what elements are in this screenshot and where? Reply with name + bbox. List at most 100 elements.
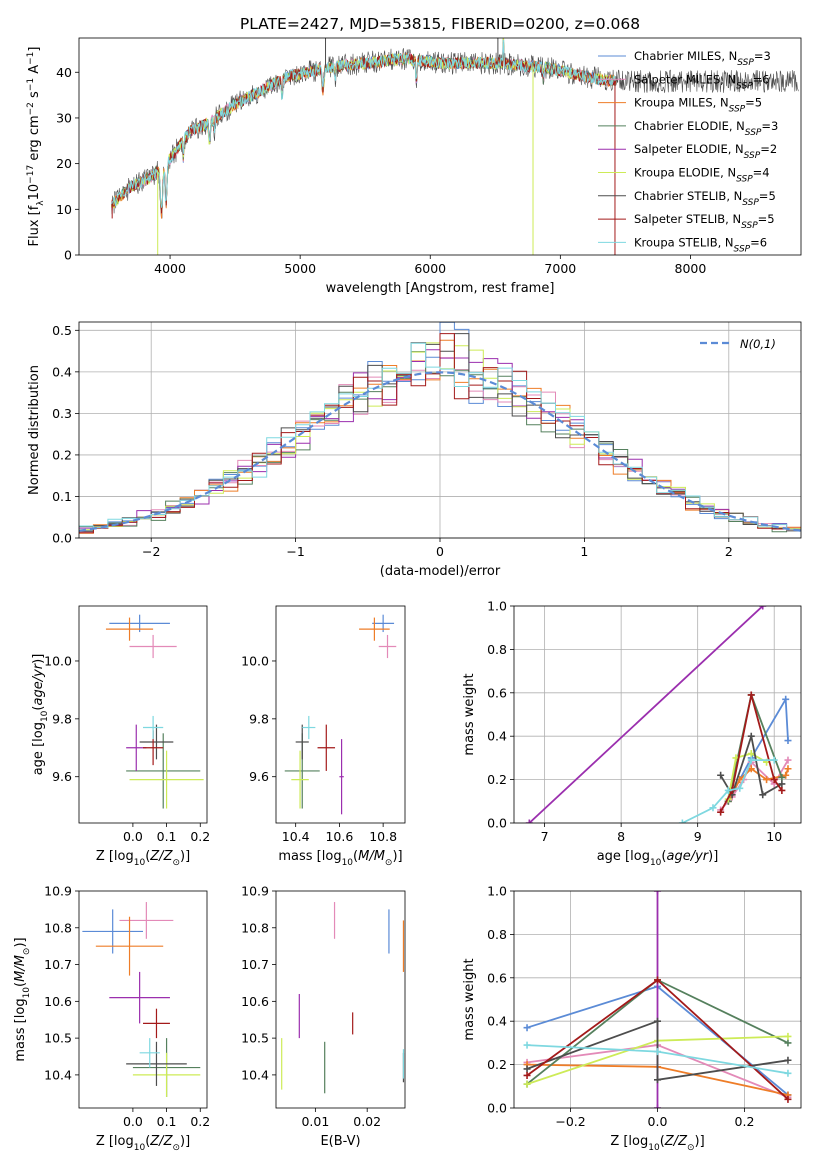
x-axis-label: Z [log10(Z/Z⊙)] [96, 1134, 190, 1153]
mass-weight-marker [747, 750, 755, 758]
legend-model-nssp: 5 [767, 212, 774, 226]
panel-mass-vs-metallicity: 0.0 0.1 0.2 10.4 10.5 10.6 10.7 10.8 10.9 Z [log1… [13, 884, 210, 1154]
y-tick-label: 0.4 [52, 364, 72, 379]
spectrum-legend: Chabrier MILES, NSSP=3 Salpeter MILES, NS… [598, 49, 778, 254]
x-tick-label: 5000 [284, 261, 316, 276]
normal-reference-curve [79, 371, 801, 532]
axes-frame [513, 605, 802, 824]
x-tick-label: 10.4 [282, 829, 310, 844]
mass-weight-marker [747, 732, 755, 740]
legend-model-nssp: 3 [771, 119, 778, 133]
mass-weight-marker [778, 786, 786, 794]
errorbar-point-salpeter-elodie [339, 739, 344, 815]
y-tick-label: 0.8 [487, 642, 507, 657]
mass-weight-marker [654, 976, 661, 984]
mass-weight-marker [724, 786, 732, 794]
legend-label: Salpeter STELIB, NSSP=5 [634, 212, 775, 231]
y-tick-label: 10.5 [241, 1031, 269, 1046]
mass-weight-marker [770, 756, 778, 764]
x-tick-label: 4000 [154, 261, 186, 276]
y-tick-label: 0.1 [52, 489, 72, 504]
y-tick-label: 1.0 [487, 884, 507, 899]
y-axis-label: mass weight [462, 673, 477, 755]
mass-weight-series-kroupa-stelib [523, 1041, 792, 1077]
mass-weight-marker [784, 1032, 792, 1040]
y-axis-label: Flux [fλ10−17 erg cm−2 s−1 A−1] [26, 47, 46, 247]
x-axis-label: mass [log10(M/M⊙)] [278, 849, 402, 868]
mass-weight-marker [709, 804, 717, 812]
y-tick-label: 0.0 [52, 531, 72, 546]
y-tick-label: 1.0 [487, 599, 507, 614]
y-tick-label: 10.9 [44, 884, 72, 899]
y-tick-label: 10.6 [44, 994, 72, 1009]
errorbar-point-chabrier-stelib [139, 724, 174, 760]
mass-weight-line [681, 759, 775, 823]
panel-age-vs-metallicity: 0.0 0.1 0.2 9.6 9.8 10.0 Z [log10(Z/Z⊙)] age [l… [31, 605, 210, 868]
y-tick-label: 9.6 [52, 769, 72, 784]
panel-residual-histogram: −2 −1 0 1 2 0.0 0.1 0.2 0.3 0.4 0.5 (data-model)/er… [27, 321, 802, 579]
errorbar-point-kroupa-elodie [291, 750, 309, 809]
x-tick-label: 9 [694, 829, 702, 844]
legend-model-nssp: 6 [760, 235, 767, 249]
legend-model-nssp: 2 [770, 142, 777, 156]
legend-model-nssp: 6 [762, 72, 769, 86]
y-tick-label: 9.8 [52, 711, 72, 726]
plot-area [79, 322, 801, 534]
y-tick-label: 9.8 [249, 711, 269, 726]
x-tick-label: 0.0 [123, 829, 143, 844]
y-tick-label: 0.4 [487, 729, 507, 744]
y-tick-label: 10.7 [44, 957, 72, 972]
mass-weight-marker [784, 765, 792, 773]
legend-model-name: Salpeter ELODIE [634, 142, 728, 156]
errorbar-point-kroupa-stelib [139, 1038, 160, 1068]
errorbar-point-chabrier-stelib [295, 724, 309, 760]
mass-weight-marker [654, 1104, 661, 1108]
x-tick-label: −0.2 [555, 1114, 585, 1129]
mass-weight-marker [784, 1056, 792, 1064]
figure-title: PLATE=2427, MJD=53815, FIBERID=0200, z=0… [240, 15, 640, 33]
x-tick-label: 0.0 [123, 1114, 143, 1129]
y-tick-label: 0.2 [487, 772, 507, 787]
errorbar-point-chabrier-stelib [126, 1041, 187, 1086]
legend-label: Kroupa STELIB, NSSP=6 [634, 235, 767, 254]
mass-weight-marker [523, 1080, 531, 1088]
y-tick-label: 0.0 [487, 1101, 507, 1116]
plot-area [82, 902, 201, 1097]
mass-weight-marker [782, 695, 790, 703]
y-tick-label: 40 [56, 65, 72, 80]
y-tick-label: 0.6 [487, 970, 507, 985]
errorbar-point-kroupa-miles [95, 916, 164, 976]
mass-weight-marker [523, 1071, 531, 1079]
axes-frame [78, 37, 802, 256]
x-axis-label: (data-model)/error [380, 564, 501, 579]
mass-weight-marker [778, 773, 786, 781]
y-tick-label: 0.6 [487, 685, 507, 700]
plot-area [284, 614, 397, 815]
errorbar-point-salpeter-elodie [109, 971, 170, 1024]
errorbar-point-salpeter-stelib [317, 724, 336, 771]
legend-model-name: Chabrier ELODIE [634, 119, 729, 133]
y-tick-label: 10.4 [44, 1067, 72, 1082]
errorbar-point-chabrier-miles [82, 909, 143, 954]
mass-weight-marker [717, 771, 725, 779]
y-tick-label: 10 [56, 202, 72, 217]
legend-model-name: Kroupa MILES [634, 96, 713, 110]
y-tick-label: 0.2 [52, 447, 72, 462]
legend-model-name: Salpeter STELIB [634, 212, 725, 226]
mass-weight-marker [654, 1076, 661, 1084]
mass-weight-marker [654, 1017, 661, 1025]
panel-mass-weight-vs-age: 7 8 9 10 0.0 0.2 0.4 0.6 0.8 1.0 age [log10(age/yr… [462, 599, 802, 868]
mass-weight-marker [523, 1065, 531, 1073]
axes-frame [78, 605, 208, 824]
y-tick-label: 10.0 [241, 653, 269, 668]
y-tick-label: 0.8 [487, 927, 507, 942]
legend-label: Salpeter ELODIE, NSSP=2 [634, 142, 777, 161]
panel-age-vs-mass: 10.4 10.6 10.8 9.6 9.8 10.0 mass [log10(M/M⊙)] [241, 605, 406, 868]
x-tick-label: 1 [580, 544, 588, 559]
x-tick-label: 10 [766, 829, 782, 844]
mass-weight-marker [717, 808, 725, 816]
x-tick-label: 7 [541, 829, 549, 844]
legend-label: N(0,1) [740, 337, 776, 351]
x-axis-label: Z [log10(Z/Z⊙)] [96, 849, 190, 868]
